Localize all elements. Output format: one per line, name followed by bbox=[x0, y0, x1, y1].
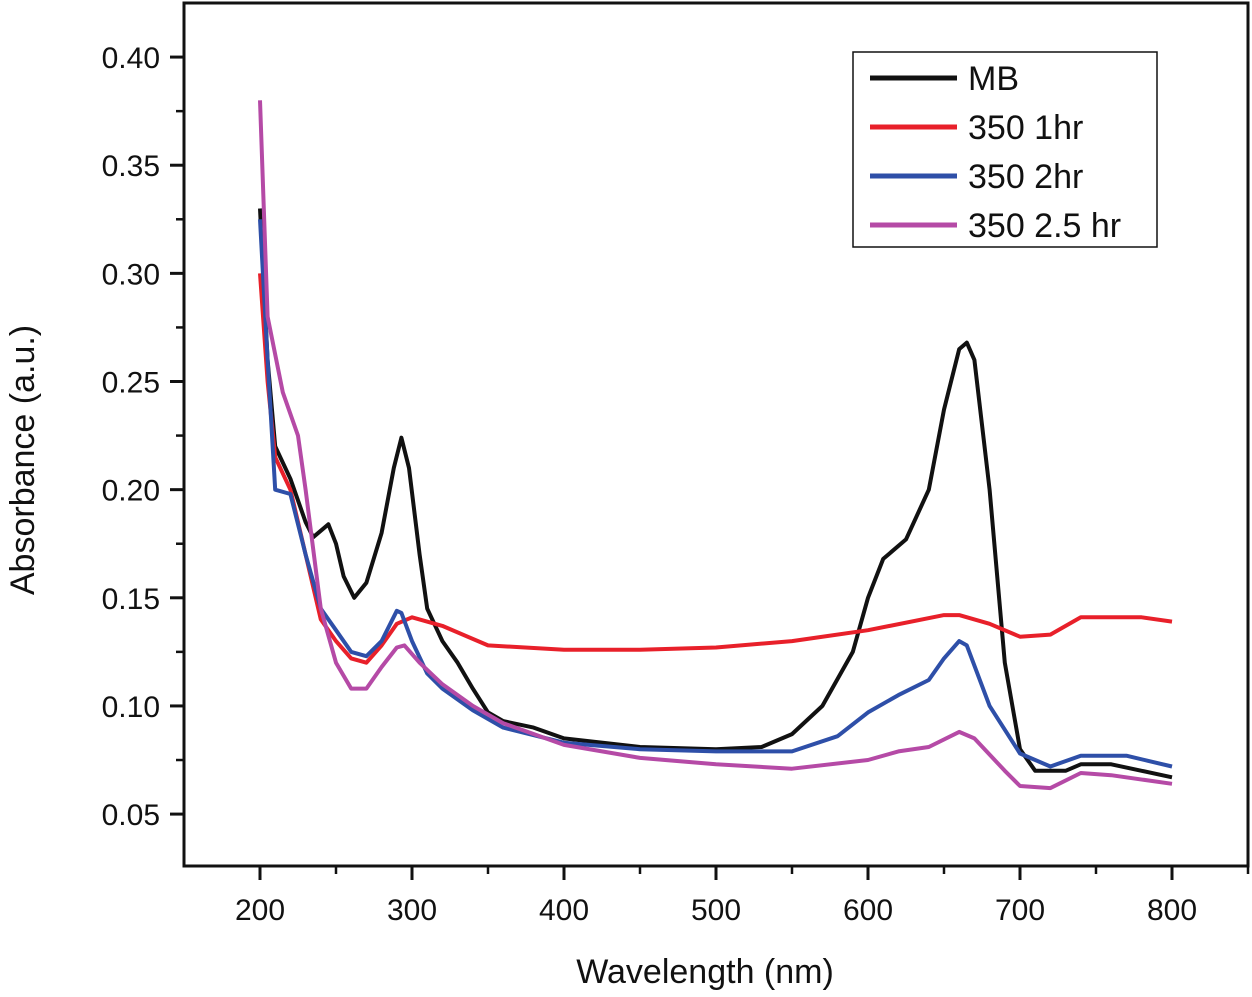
x-axis-label: Wavelength (nm) bbox=[576, 953, 834, 991]
series-line-1 bbox=[258, 273, 1173, 665]
series-line-3 bbox=[258, 100, 1173, 791]
legend-label: 350 2hr bbox=[968, 158, 1083, 196]
y-axis-label: Absorbance (a.u.) bbox=[4, 325, 42, 595]
x-tick-label: 800 bbox=[1147, 894, 1197, 927]
series-line-0 bbox=[258, 208, 1173, 780]
x-tick-label: 400 bbox=[539, 894, 589, 927]
plot-frame bbox=[182, 1, 1250, 868]
y-tick-label: 0.30 bbox=[102, 258, 160, 291]
legend-box bbox=[852, 51, 1158, 248]
x-tick-label: 600 bbox=[843, 894, 893, 927]
y-tick-label: 0.05 bbox=[102, 799, 160, 832]
y-tick-label: 0.35 bbox=[102, 150, 160, 183]
x-tick-label: 200 bbox=[235, 894, 285, 927]
y-tick-label: 0.40 bbox=[102, 42, 160, 75]
legend-label: MB bbox=[968, 60, 1019, 98]
y-tick-label: 0.10 bbox=[102, 691, 160, 724]
y-tick-label: 0.15 bbox=[102, 583, 160, 616]
legend-label: 350 2.5 hr bbox=[968, 207, 1121, 245]
x-tick-label: 300 bbox=[387, 894, 437, 927]
x-tick-label: 500 bbox=[691, 894, 741, 927]
series-line-2 bbox=[258, 219, 1173, 769]
y-tick-label: 0.25 bbox=[102, 367, 160, 400]
legend-label: 350 1hr bbox=[968, 109, 1083, 147]
legend: MB 350 1hr 350 2hr 350 2.5 hr bbox=[852, 51, 1158, 248]
y-tick-label: 0.20 bbox=[102, 475, 160, 508]
x-tick-label: 700 bbox=[995, 894, 1045, 927]
